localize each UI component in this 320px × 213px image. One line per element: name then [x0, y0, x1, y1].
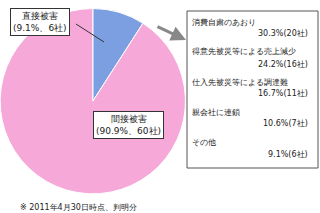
svg-text:※ 2011年4月30日時点、判明分: ※ 2011年4月30日時点、判明分: [20, 203, 137, 212]
svg-text:消費自粛のあおり: 消費自粛のあおり: [192, 18, 256, 27]
svg-text:仕入先被災等による調達難: 仕入先被災等による調達難: [192, 78, 288, 87]
svg-text:30.3%(20社): 30.3%(20社): [258, 29, 308, 38]
svg-text:親会社に連鎖: 親会社に連鎖: [192, 108, 240, 117]
svg-text:その他: その他: [192, 138, 216, 147]
svg-text:間接被害(90.9%、60社): 間接被害(90.9%、60社): [96, 114, 161, 136]
svg-text:24.2%(16社): 24.2%(16社): [258, 60, 308, 69]
svg-text:直接被害(9.1%、6社): 直接被害(9.1%、6社): [13, 11, 67, 33]
svg-text:10.6%(7社): 10.6%(7社): [263, 119, 308, 128]
svg-text:9.1%(6社): 9.1%(6社): [268, 150, 308, 159]
svg-text:得意先被災等による売上減少: 得意先被災等による売上減少: [192, 47, 296, 56]
svg-text:16.7%(11社): 16.7%(11社): [258, 89, 308, 98]
